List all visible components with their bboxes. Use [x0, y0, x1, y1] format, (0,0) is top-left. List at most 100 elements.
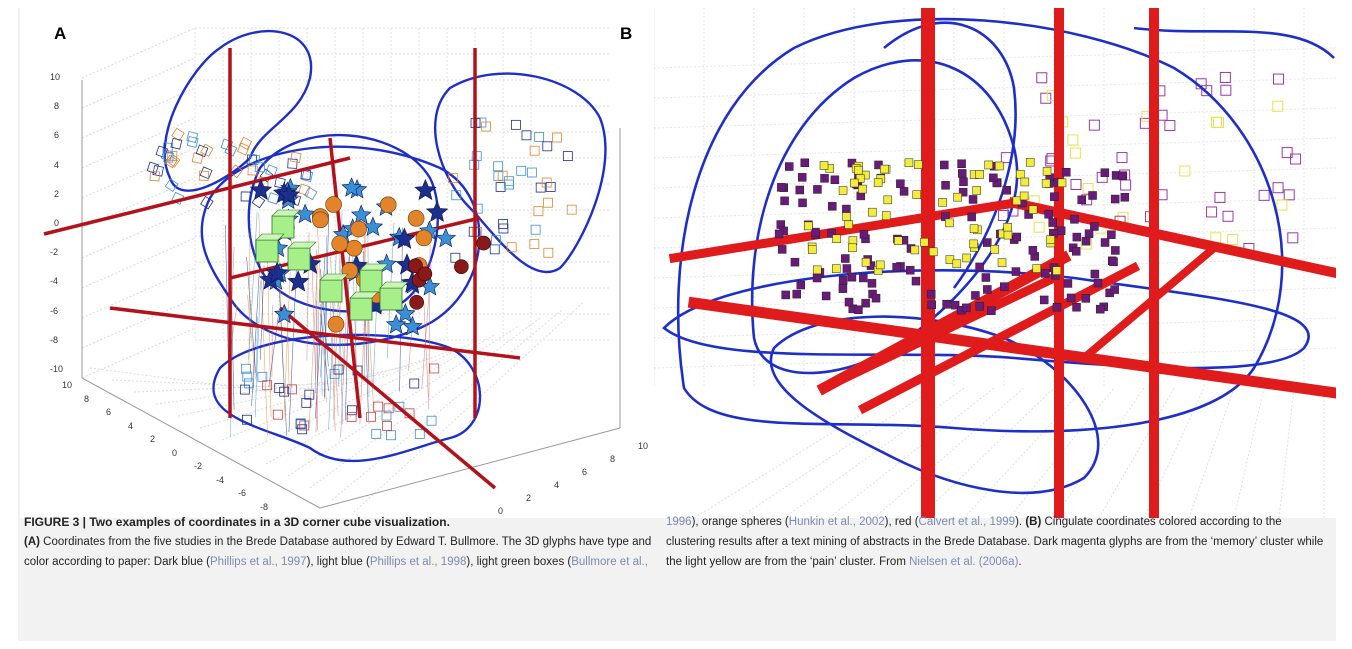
memory-cluster-glyph — [1095, 304, 1105, 314]
memory-cluster-glyph — [896, 179, 905, 188]
projection-glyph — [489, 244, 500, 255]
projection-glyph — [333, 364, 344, 375]
memory-cluster-glyph — [798, 198, 807, 208]
memory-cluster-glyph — [941, 181, 950, 190]
projection-glyph — [163, 152, 174, 163]
projection-glyph — [516, 165, 527, 176]
memory-cluster-glyph — [1077, 195, 1086, 205]
axis-tick-front-left: 6 — [106, 407, 112, 417]
brain-contour — [769, 315, 1100, 495]
caption-left-column: FIGURE 3 | Two examples of coordinates i… — [24, 512, 664, 572]
pain-cluster-glyph — [894, 236, 903, 245]
projection-glyph — [521, 130, 532, 141]
projection-glyph — [200, 195, 214, 210]
pain-cluster-glyph — [904, 158, 914, 168]
grid-line — [738, 387, 935, 518]
projection-glyph — [495, 182, 506, 192]
memory-cluster-glyph — [792, 289, 801, 299]
projection-glyph — [191, 152, 204, 164]
orange-sphere-glyph — [331, 235, 349, 253]
ref-phillips-1998[interactable]: Phillips et al., 1998 — [369, 556, 467, 568]
projection-glyph — [267, 192, 280, 205]
projection-glyph — [1214, 191, 1226, 203]
projection-glyph — [371, 429, 382, 439]
projection-line — [254, 280, 261, 418]
caption-a-segment: ). — [1015, 516, 1026, 528]
memory-cluster-glyph — [842, 204, 851, 214]
pain-cluster-glyph — [929, 247, 938, 257]
pain-cluster-glyph — [844, 220, 853, 229]
projection-glyph — [541, 177, 552, 188]
star-glyph — [274, 303, 295, 324]
grid-line — [1233, 387, 1265, 518]
red-glyph — [408, 258, 423, 274]
pain-cluster-glyph — [855, 174, 865, 183]
green-box-glyph — [349, 297, 373, 321]
memory-cluster-glyph — [777, 183, 786, 192]
projection-glyph — [279, 386, 290, 397]
pain-cluster-glyph — [1052, 266, 1062, 275]
corner-cube-plot-b — [654, 8, 1336, 518]
projection-glyph — [426, 415, 437, 426]
axis-tick-front-right: 6 — [582, 467, 588, 477]
projection-glyph — [366, 411, 376, 422]
projection-glyph — [295, 419, 306, 430]
star-glyph — [362, 216, 384, 236]
ref-calvert[interactable]: Calvert et al., 1999 — [918, 516, 1016, 528]
pain-cluster-glyph — [920, 237, 929, 247]
memory-cluster-glyph — [797, 173, 807, 182]
red-glyph — [409, 295, 424, 310]
projection-glyph — [381, 410, 392, 421]
ref-hunkin[interactable]: Hunkin et al., 2002 — [788, 516, 885, 528]
projection-glyph — [1222, 210, 1234, 222]
pain-cluster-glyph — [880, 164, 889, 174]
pain-cluster-glyph — [1042, 166, 1052, 176]
memory-cluster-glyph — [780, 196, 789, 206]
star-glyph — [265, 261, 289, 283]
green-box-glyph-top — [379, 281, 409, 289]
grid-line — [654, 257, 1336, 279]
memory-cluster-glyph — [983, 285, 992, 294]
ref-bullmore-year[interactable]: 1996 — [666, 516, 692, 528]
pain-cluster-glyph — [910, 245, 920, 255]
grid-line — [1053, 387, 1145, 518]
memory-cluster-glyph — [842, 264, 852, 273]
memory-cluster-glyph — [812, 273, 822, 283]
pain-cluster-glyph — [808, 245, 817, 254]
projection-glyph — [199, 166, 213, 180]
projection-glyph — [373, 401, 384, 412]
projection-glyph — [1067, 134, 1079, 146]
projection-glyph — [301, 170, 314, 182]
caption-a-text: (A) Coordinates from the five studies in… — [24, 532, 664, 572]
axis-tick-front-left: 10 — [62, 380, 73, 390]
memory-cluster-glyph — [790, 257, 800, 267]
ref-phillips-1997[interactable]: Phillips et al., 1997 — [210, 556, 307, 568]
red-axis-bar — [1078, 242, 1220, 364]
memory-cluster-glyph — [1118, 171, 1127, 180]
axis-tick-left: -2 — [50, 247, 59, 258]
projection-glyph — [265, 164, 278, 178]
projection-glyph — [1227, 233, 1239, 245]
orange-sphere-glyph — [325, 196, 342, 213]
ref-nielsen[interactable]: Nielsen et al. (2006a) — [909, 556, 1019, 568]
memory-cluster-glyph — [1090, 222, 1099, 231]
projection-glyph — [511, 119, 521, 130]
ref-bullmore[interactable]: Bullmore et al., — [571, 556, 648, 568]
memory-cluster-glyph — [1110, 285, 1119, 294]
star-glyph — [414, 178, 437, 201]
grid-line — [177, 365, 409, 417]
memory-cluster-glyph — [983, 238, 992, 247]
orange-sphere-glyph — [312, 211, 329, 229]
projection-glyph — [297, 424, 308, 435]
red-glyph — [476, 235, 491, 251]
projection-glyph — [382, 421, 392, 431]
memory-cluster-glyph — [827, 229, 836, 238]
grid-line — [331, 309, 563, 501]
red-axis-bar — [278, 306, 497, 490]
memory-cluster-glyph — [1072, 232, 1082, 242]
memory-cluster-glyph — [1050, 192, 1059, 201]
projection-glyph — [299, 420, 310, 431]
projection-glyph — [195, 144, 209, 158]
memory-cluster-glyph — [1107, 230, 1116, 239]
projection-glyph — [534, 132, 545, 142]
